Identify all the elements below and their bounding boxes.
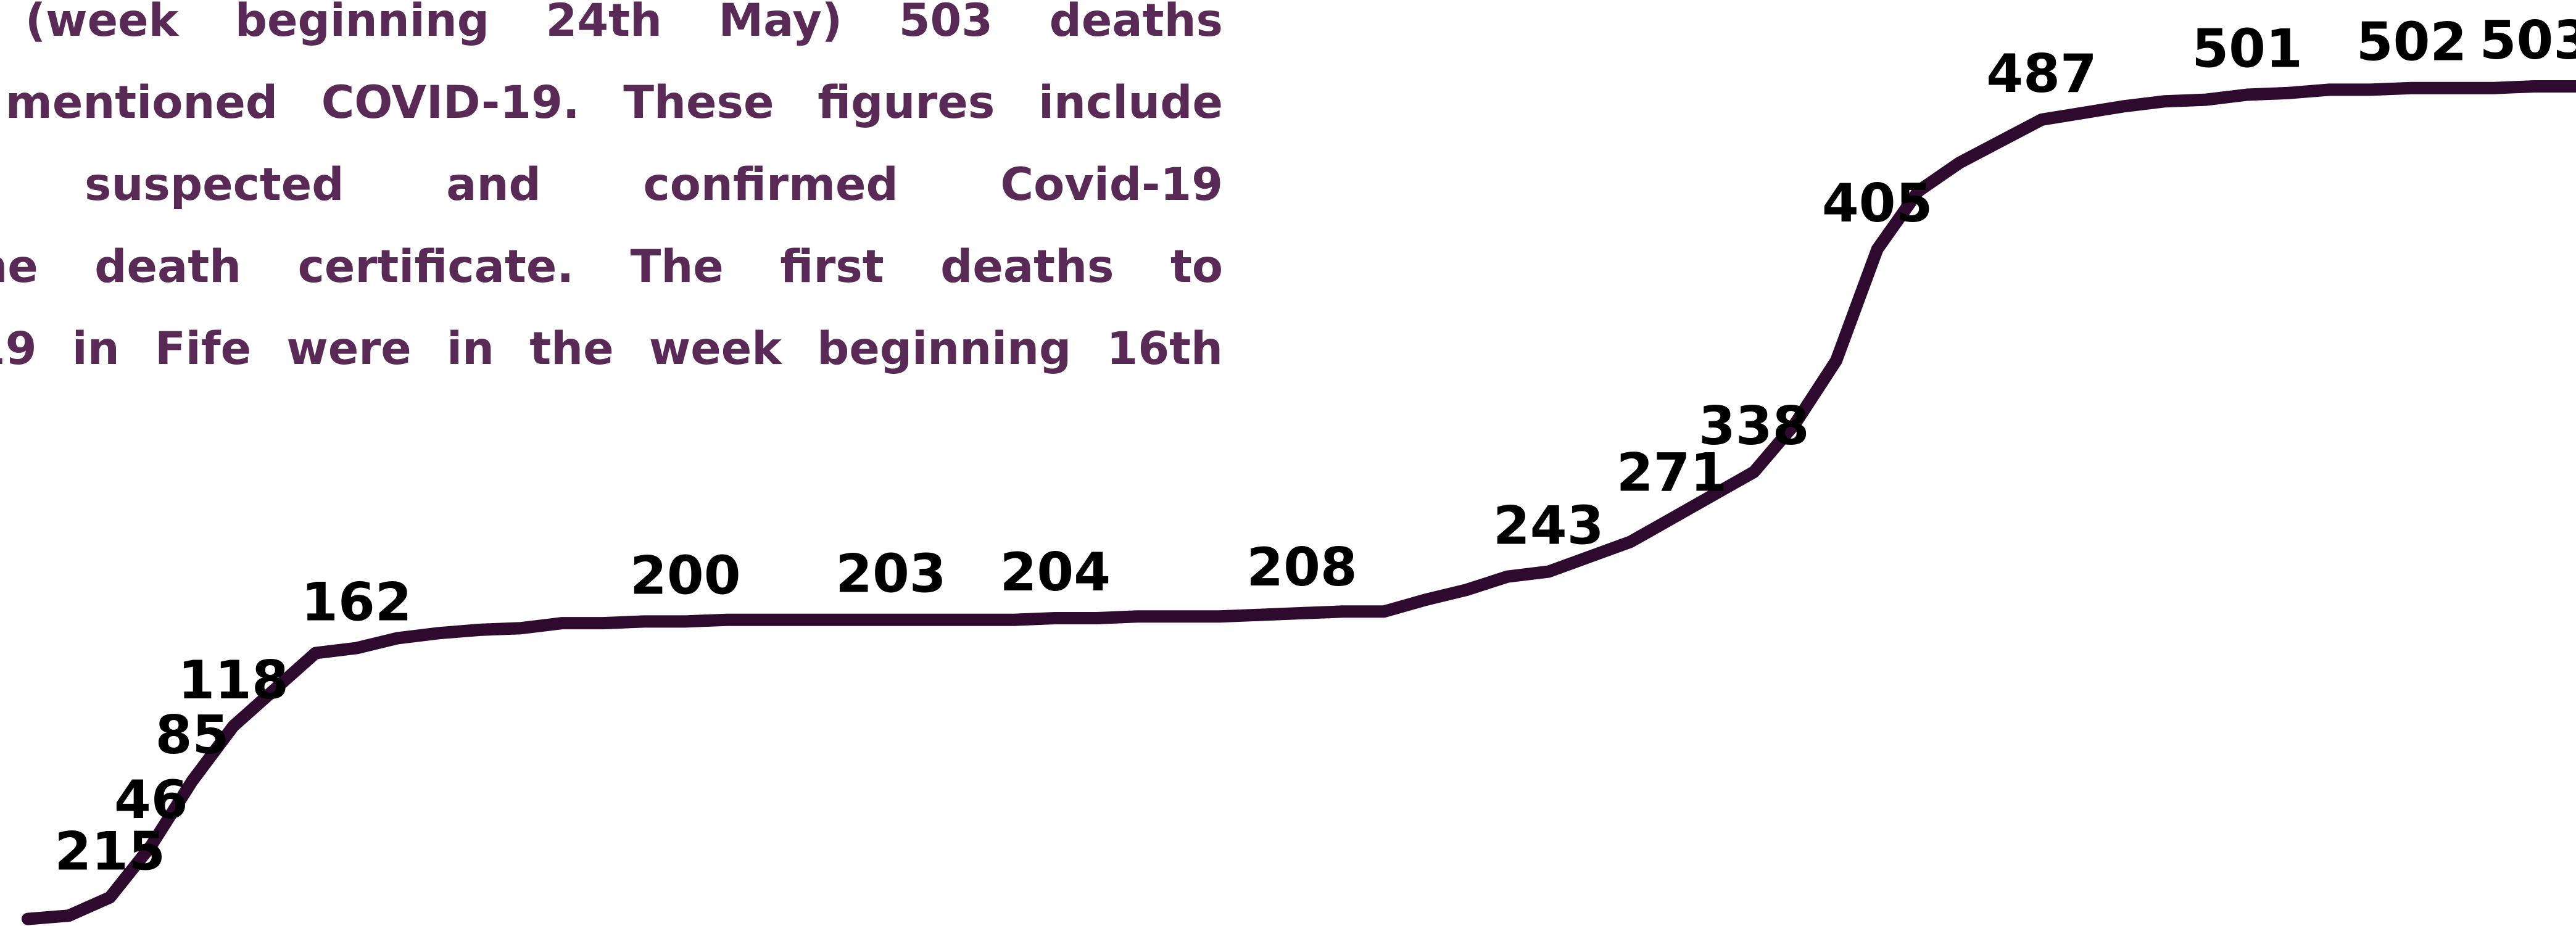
paragraph-line: Fife mentioned COVID-19. These figures i… <box>0 76 1223 129</box>
data-label: 487 <box>1986 43 2097 105</box>
data-label: 338 <box>1699 395 1810 457</box>
paragraph-line: n the death certificate. The first death… <box>0 241 1223 293</box>
data-label: 502 <box>2356 12 2467 73</box>
data-label: 46 <box>114 769 188 831</box>
data-label: 405 <box>1822 173 1933 234</box>
data-label: 501 <box>2192 19 2303 80</box>
data-label: 243 <box>1493 495 1604 557</box>
data-label: 208 <box>1246 537 1357 598</box>
data-label: 203 <box>835 544 946 605</box>
paragraph-line: VID-19 in Fife were in the week beginnin… <box>0 323 1223 375</box>
intro-paragraph: May (week beginning 24th May) 503 deaths… <box>0 0 1223 395</box>
data-label: 204 <box>1000 542 1111 603</box>
data-label: 118 <box>178 650 289 711</box>
paragraph-line: both suspected and confirmed Covid-19 <box>0 159 1223 211</box>
data-label: 271 <box>1617 442 1728 503</box>
data-label: 200 <box>630 545 741 606</box>
series-line <box>22 80 2576 925</box>
data-label: 215 <box>54 821 165 883</box>
data-label: 503 <box>2480 10 2576 72</box>
data-label: 162 <box>301 572 412 634</box>
paragraph-line: May (week beginning 24th May) 503 deaths <box>0 0 1223 47</box>
data-label: 85 <box>155 705 230 766</box>
